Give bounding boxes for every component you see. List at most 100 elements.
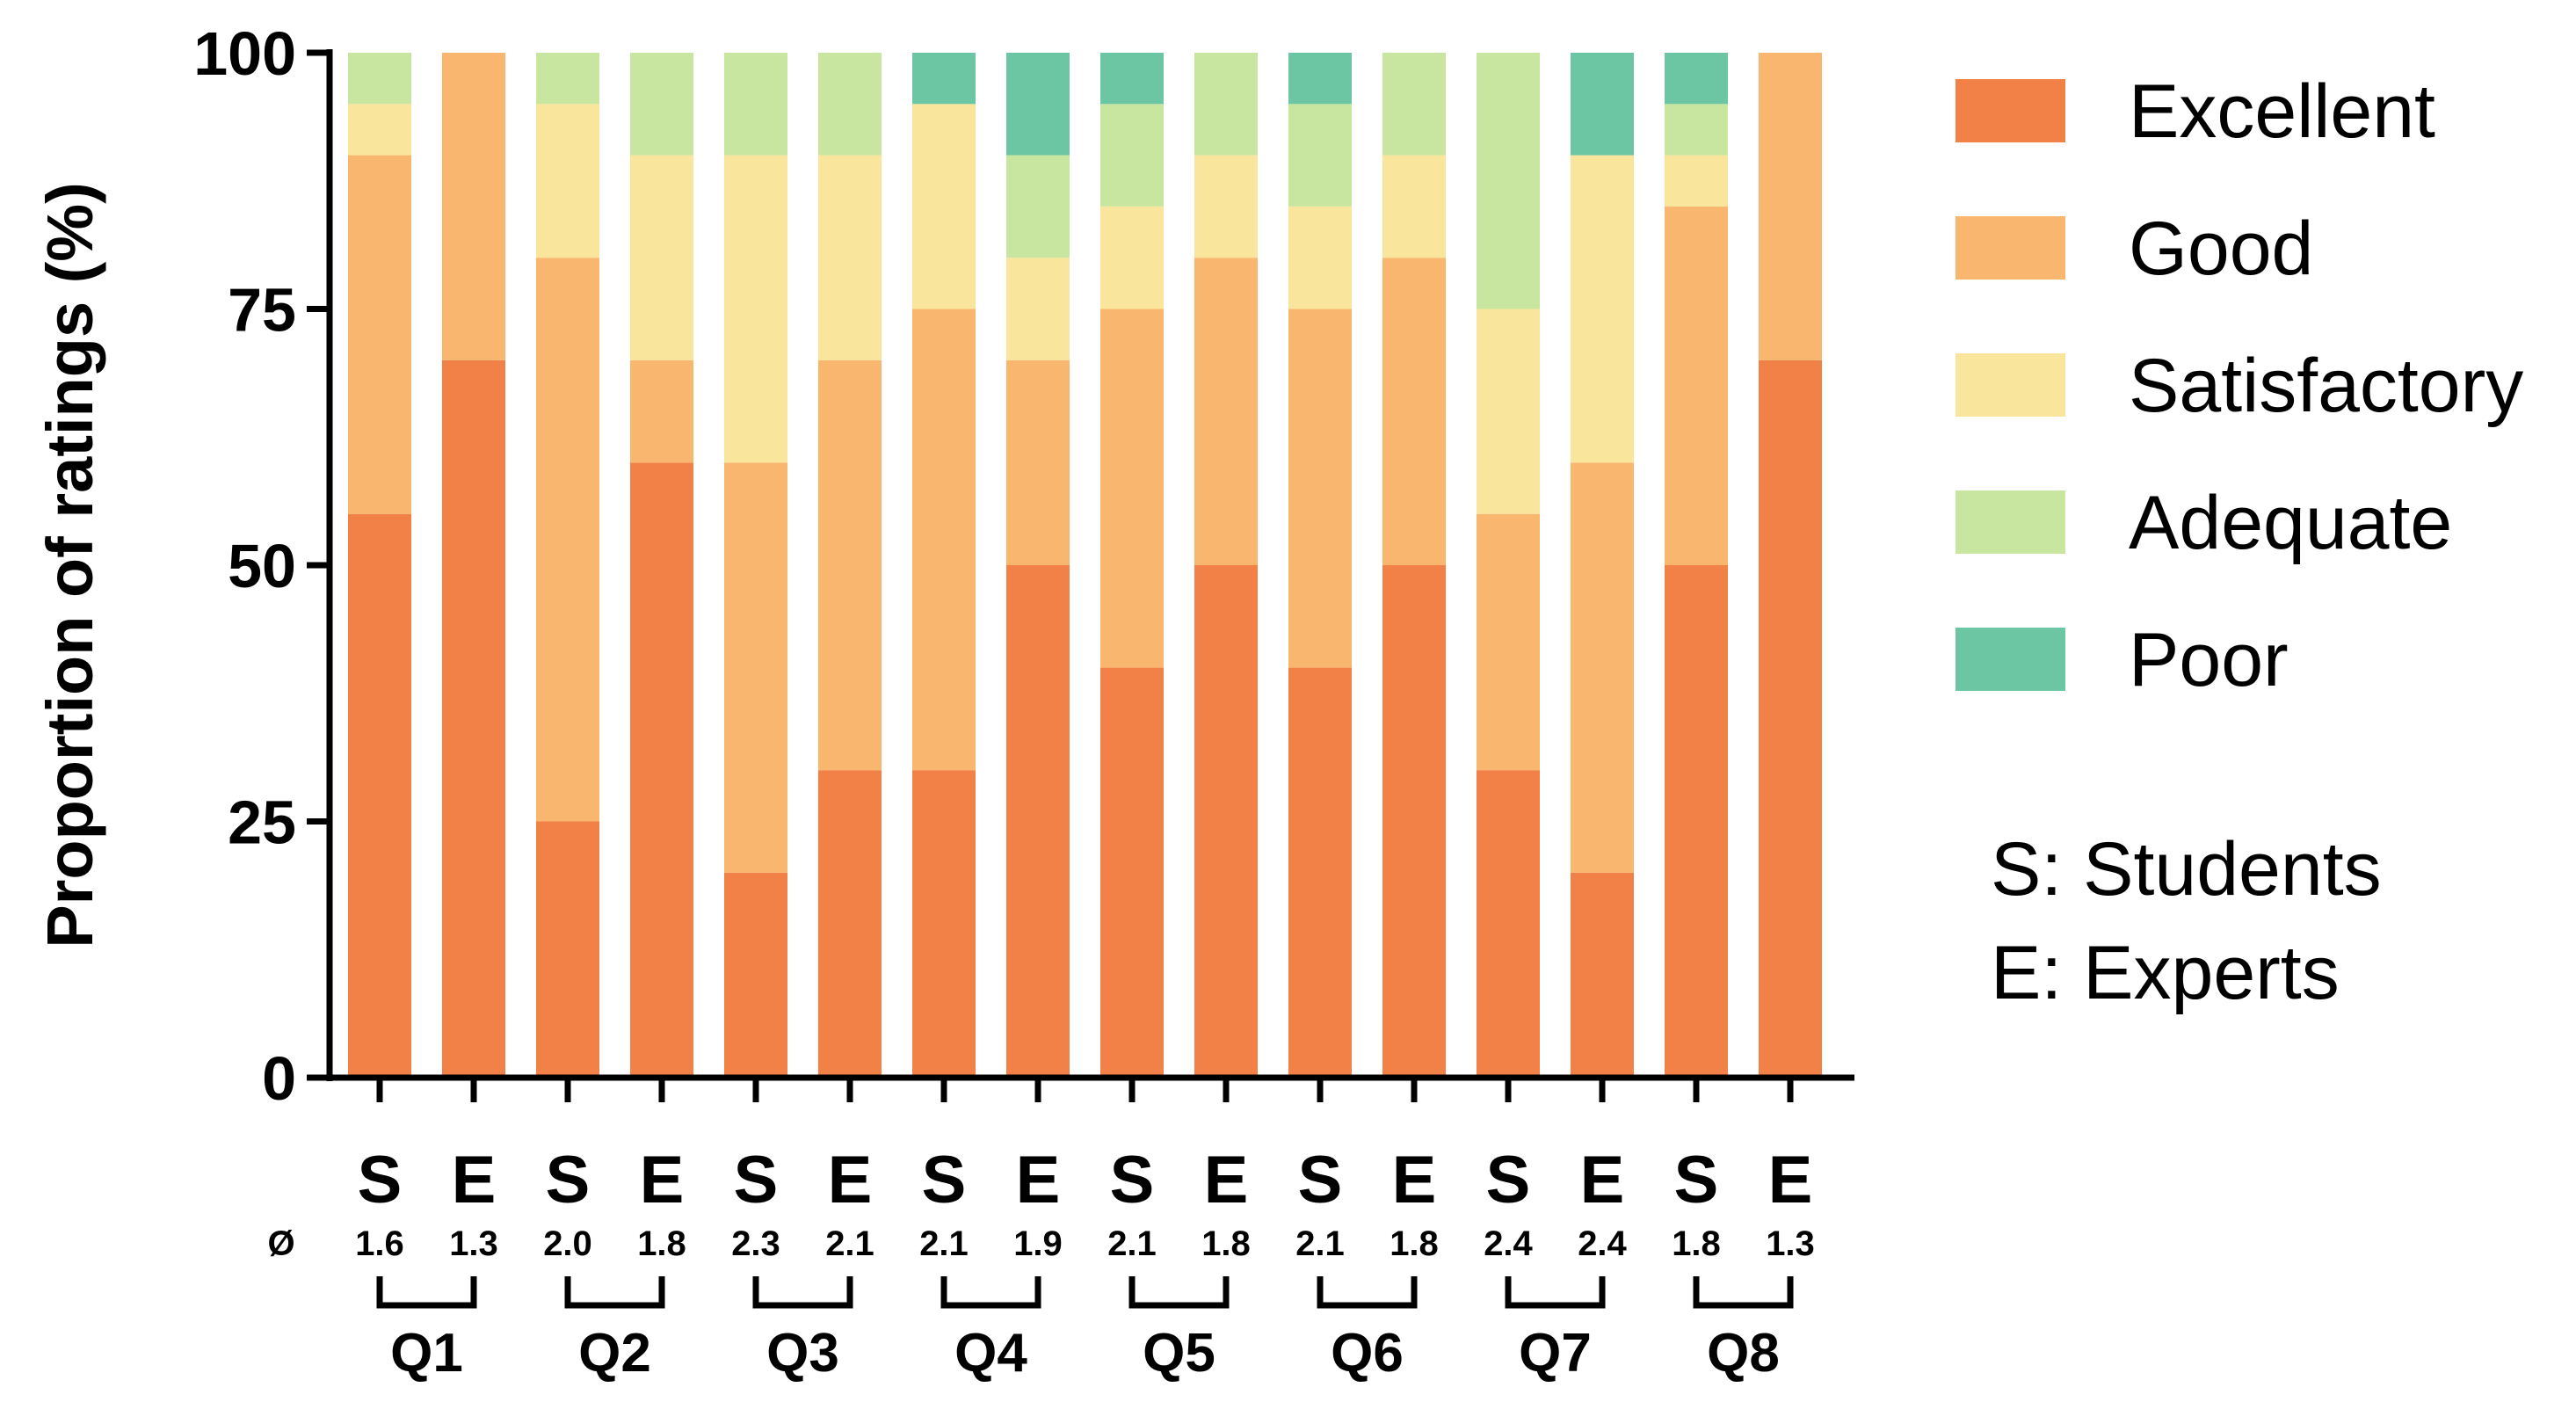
bar-segment-adequate	[1665, 104, 1728, 156]
group-label: Q4	[954, 1323, 1027, 1384]
x-category-label: S	[546, 1143, 591, 1217]
legend-swatch	[1956, 490, 2065, 554]
bar-segment-poor	[912, 53, 976, 105]
bar-segment-adequate	[1006, 155, 1070, 258]
average-value-label: 1.8	[637, 1224, 686, 1263]
bar-segment-good	[536, 258, 599, 822]
bar-segment-good	[1382, 258, 1446, 565]
group-bracket	[1317, 1276, 1418, 1309]
average-value-label: 1.3	[1766, 1224, 1815, 1263]
x-category-label: E	[1392, 1143, 1437, 1217]
bar-segment-satisfactory	[1382, 155, 1446, 258]
legend-label: Satisfactory	[2129, 344, 2523, 428]
group-bracket	[1505, 1276, 1606, 1309]
bar-segment-good	[348, 155, 411, 514]
group-label: Q3	[766, 1323, 839, 1384]
group-bracket	[1128, 1276, 1230, 1309]
average-value-label: 2.1	[1295, 1224, 1345, 1263]
group-bracket	[752, 1276, 853, 1309]
x-category-label: E	[1768, 1143, 1813, 1217]
legend-label: Excellent	[2129, 69, 2435, 154]
x-category-label: E	[1580, 1143, 1625, 1217]
bar-segment-adequate	[536, 53, 599, 105]
legend-swatch	[1956, 628, 2065, 691]
bar-segment-good	[1571, 462, 1634, 873]
bar-segment-satisfactory	[1477, 309, 1540, 514]
bar-segment-good	[818, 360, 882, 771]
average-value-label: 2.3	[731, 1224, 780, 1263]
average-value-label: 1.8	[1390, 1224, 1439, 1263]
legend-label: Adequate	[2129, 481, 2452, 565]
bar-segment-adequate	[1100, 104, 1164, 207]
bar-segment-excellent	[1006, 565, 1070, 1078]
average-value-label: 1.9	[1013, 1224, 1063, 1263]
bar-segment-adequate	[348, 53, 411, 105]
legend-swatch	[1956, 79, 2065, 142]
average-value-label: 2.4	[1578, 1224, 1627, 1263]
bar-segment-excellent	[1100, 667, 1164, 1078]
x-category-label: S	[358, 1143, 403, 1217]
bar-segment-excellent	[630, 462, 693, 1078]
group-label: Q1	[390, 1323, 463, 1384]
bar-segment-excellent	[348, 513, 411, 1078]
bar-segment-good	[1665, 206, 1728, 565]
average-value-label: 1.6	[355, 1224, 404, 1263]
average-value-label: 1.8	[1201, 1224, 1251, 1263]
y-tick-label: 100	[193, 19, 296, 88]
legend-swatch	[1956, 216, 2065, 280]
bar-segment-good	[1477, 513, 1540, 771]
x-category-label: S	[1298, 1143, 1343, 1217]
bar-segment-excellent	[912, 770, 976, 1078]
x-category-label: E	[1016, 1143, 1061, 1217]
y-axis-title: Proportion of ratings (%)	[33, 182, 106, 948]
bar-segment-satisfactory	[1288, 206, 1352, 309]
y-tick-label: 50	[228, 532, 296, 600]
bar-segment-adequate	[1288, 104, 1352, 207]
x-category-label: E	[828, 1143, 873, 1217]
bar-segment-satisfactory	[1006, 258, 1070, 360]
bar-segment-good	[1288, 309, 1352, 668]
y-tick-label: 75	[228, 276, 296, 345]
bar-segment-excellent	[724, 872, 787, 1078]
bar-segment-poor	[1006, 53, 1070, 156]
average-value-label: 2.1	[825, 1224, 874, 1263]
bar-segment-good	[724, 462, 787, 873]
bar-segment-satisfactory	[348, 104, 411, 156]
bar-segment-adequate	[1194, 53, 1258, 156]
group-bracket	[564, 1276, 665, 1309]
legend-label: Good	[2129, 207, 2313, 291]
x-category-label: S	[734, 1143, 779, 1217]
average-value-label: 2.0	[543, 1224, 592, 1263]
group-label: Q8	[1707, 1323, 1780, 1384]
bar-segment-good	[1006, 360, 1070, 565]
bar-segment-good	[630, 360, 693, 463]
bar-segment-adequate	[630, 53, 693, 156]
x-category-label: E	[640, 1143, 685, 1217]
bar-segment-excellent	[442, 360, 505, 1078]
x-category-label: S	[1110, 1143, 1155, 1217]
group-bracket	[376, 1276, 477, 1309]
bar-segment-adequate	[1382, 53, 1446, 156]
x-category-label: E	[452, 1143, 497, 1217]
x-category-label: S	[922, 1143, 967, 1217]
bar-segment-satisfactory	[724, 155, 787, 463]
bar-segment-satisfactory	[818, 155, 882, 360]
legend-note: S: Students	[1991, 827, 2382, 912]
bar-segment-adequate	[1477, 53, 1540, 309]
group-bracket	[940, 1276, 1041, 1309]
bar-segment-satisfactory	[1100, 206, 1164, 309]
bar-segment-good	[1759, 53, 1822, 360]
average-value-label: 1.8	[1672, 1224, 1721, 1263]
group-label: Q6	[1331, 1323, 1404, 1384]
average-value-label: 2.1	[1107, 1224, 1157, 1263]
bar-segment-excellent	[536, 821, 599, 1078]
x-category-label: S	[1674, 1143, 1719, 1217]
y-tick-label: 25	[228, 788, 296, 857]
x-category-label: E	[1204, 1143, 1249, 1217]
group-label: Q7	[1519, 1323, 1592, 1384]
bar-segment-excellent	[1382, 565, 1446, 1078]
bar-segment-excellent	[1288, 667, 1352, 1078]
bar-segment-poor	[1571, 53, 1634, 156]
x-category-label: S	[1486, 1143, 1531, 1217]
